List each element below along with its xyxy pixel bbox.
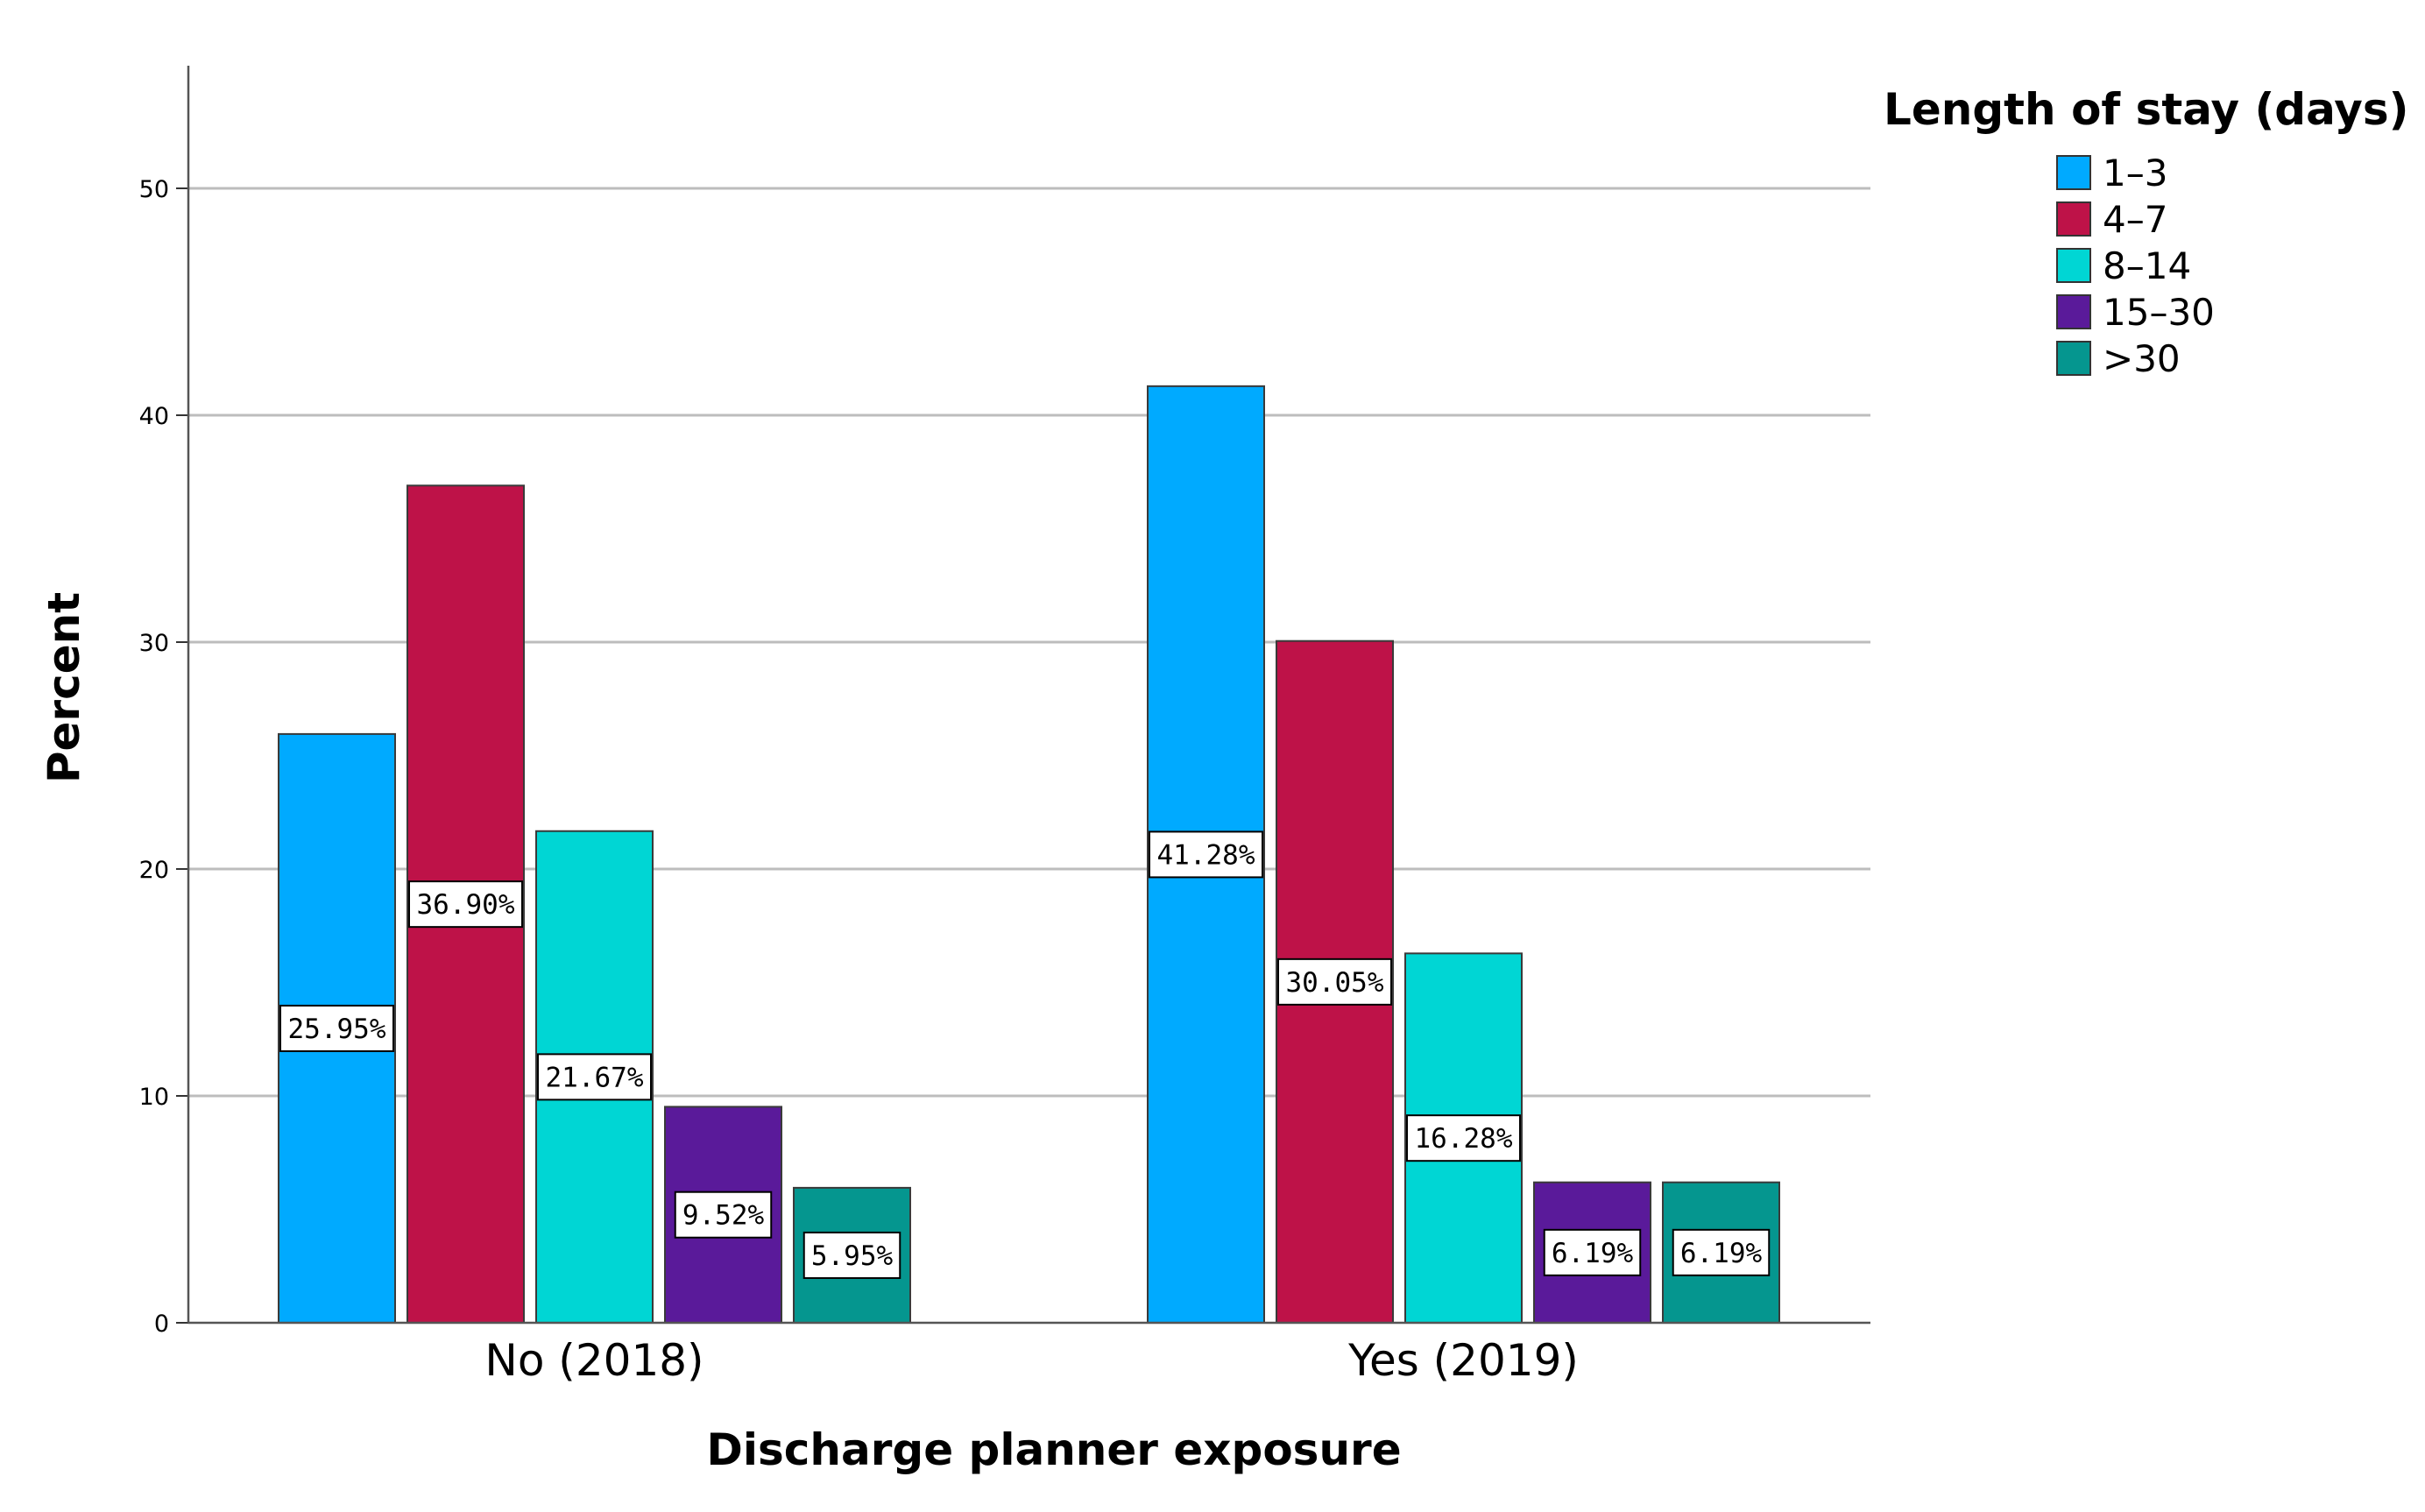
y-tick-label: 20 xyxy=(139,857,169,884)
data-label-text: 16.28% xyxy=(1415,1123,1513,1155)
data-label: 6.19% xyxy=(1543,1228,1642,1276)
data-label-text: 36.90% xyxy=(417,889,515,921)
legend-item: 15–30 xyxy=(2056,291,2215,334)
data-label-text: 9.52% xyxy=(682,1200,765,1232)
legend-label: 8–14 xyxy=(2103,244,2191,287)
y-tick-label: 40 xyxy=(139,403,169,430)
data-label-box xyxy=(674,1191,773,1239)
data-label-box xyxy=(408,880,523,929)
x-tick-label: Yes (2019) xyxy=(1347,1335,1579,1386)
legend-title: Length of stay (days) xyxy=(1884,84,2409,135)
data-label: 5.95% xyxy=(802,1231,901,1279)
data-label-box xyxy=(802,1231,901,1279)
data-label-box xyxy=(1543,1228,1642,1276)
legend-label: 4–7 xyxy=(2103,198,2167,241)
data-label-text: 25.95% xyxy=(288,1014,386,1045)
data-label-box xyxy=(1149,830,1263,879)
data-label: 16.28% xyxy=(1406,1114,1521,1162)
x-axis-title: Discharge planner exposure xyxy=(706,1424,1401,1475)
legend-item: 4–7 xyxy=(2056,198,2167,241)
data-label-text: 6.19% xyxy=(1552,1238,1634,1269)
y-tick-label: 0 xyxy=(154,1311,169,1338)
data-label: 36.90% xyxy=(408,880,523,929)
data-label: 21.67% xyxy=(537,1053,652,1101)
bars xyxy=(278,385,1780,1325)
data-label: 25.95% xyxy=(279,1004,394,1052)
legend-label: 15–30 xyxy=(2103,291,2215,334)
axes: 0 10 20 30 40 50 No (2018) Yes (2019) xyxy=(139,66,1870,1386)
y-tick-label: 10 xyxy=(139,1084,169,1111)
data-label-box xyxy=(1672,1228,1771,1276)
legend-item: 1–3 xyxy=(2056,152,2167,194)
data-label-text: 30.05% xyxy=(1286,967,1384,999)
data-label: 30.05% xyxy=(1277,957,1392,1006)
y-tick-label: 50 xyxy=(139,176,169,203)
data-label-text: 41.28% xyxy=(1157,839,1255,871)
data-label: 9.52% xyxy=(674,1191,773,1239)
legend-swatch xyxy=(2056,341,2091,376)
data-label-text: 6.19% xyxy=(1680,1238,1763,1269)
legend-swatch xyxy=(2056,155,2091,190)
data-label-box xyxy=(1406,1114,1521,1162)
y-axis-title: Percent xyxy=(39,592,89,783)
data-label-box xyxy=(1277,957,1392,1006)
legend-swatch xyxy=(2056,201,2091,237)
legend-item: 8–14 xyxy=(2056,244,2191,287)
legend-label: >30 xyxy=(2103,337,2181,380)
x-tick-label: No (2018) xyxy=(484,1335,703,1386)
legend-swatch xyxy=(2056,248,2091,283)
data-label: 6.19% xyxy=(1672,1228,1771,1276)
legend-label: 1–3 xyxy=(2103,152,2167,194)
data-labels: 25.95% 36.90% 21.67% 9.52% 5.95% 41.28% 30.05%… xyxy=(279,830,1771,1279)
data-label: 41.28% xyxy=(1149,830,1263,879)
data-label-text: 5.95% xyxy=(811,1240,894,1272)
legend-swatch xyxy=(2056,294,2091,329)
data-label-text: 21.67% xyxy=(546,1062,644,1093)
legend-item: >30 xyxy=(2056,337,2181,380)
y-tick-label: 30 xyxy=(139,630,169,657)
data-label-box xyxy=(279,1004,394,1052)
data-label-box xyxy=(537,1053,652,1101)
